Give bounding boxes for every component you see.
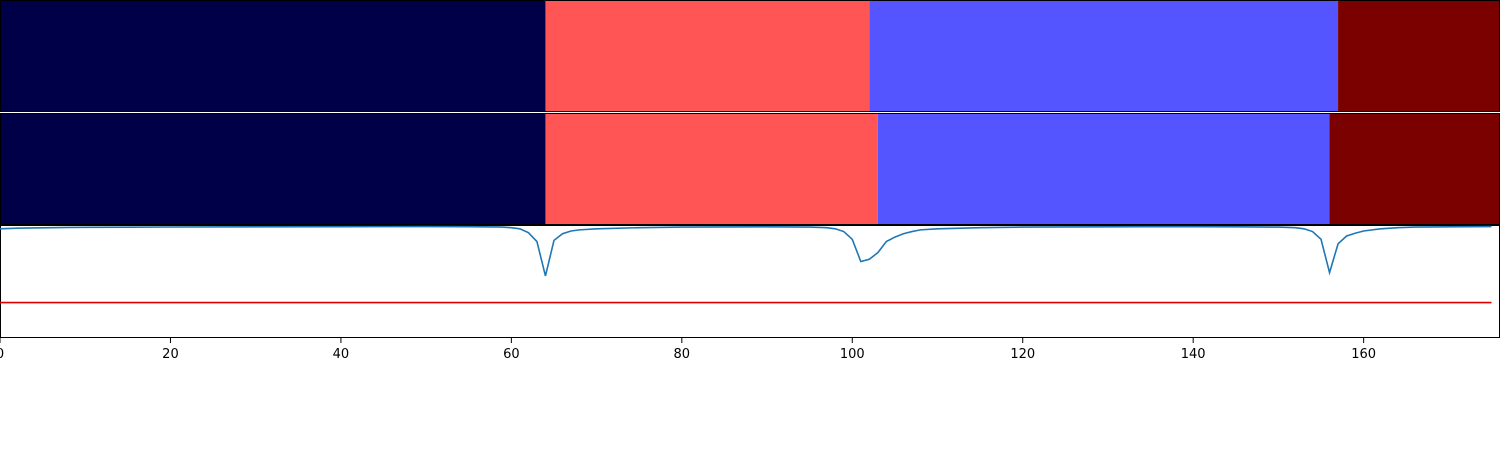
segment-top-3 bbox=[869, 1, 1339, 112]
x-tick-label: 0 bbox=[0, 347, 4, 362]
x-tick-label: 80 bbox=[674, 347, 691, 362]
segment-top-4 bbox=[1338, 1, 1500, 112]
segment-strip-bottom bbox=[0, 114, 1500, 225]
x-tick-label: 160 bbox=[1351, 347, 1376, 362]
segment-bottom-1 bbox=[0, 114, 546, 225]
x-tick-label: 140 bbox=[1181, 347, 1206, 362]
x-axis: 0 20 40 60 80 100 120 140 160 bbox=[0, 338, 1376, 362]
line-panel: 0 20 40 60 80 100 120 140 160 bbox=[0, 225, 1500, 362]
x-tick-label: 120 bbox=[1010, 347, 1035, 362]
segment-strip-top bbox=[0, 1, 1500, 112]
segment-top-2 bbox=[545, 1, 870, 112]
line-panel-frame bbox=[0, 225, 1500, 338]
segment-top-1 bbox=[0, 1, 546, 112]
segment-bottom-3 bbox=[877, 114, 1330, 225]
segment-bottom-4 bbox=[1329, 114, 1500, 225]
x-tick-label: 60 bbox=[503, 347, 520, 362]
line-series-group bbox=[0, 225, 1492, 304]
x-tick-label: 40 bbox=[333, 347, 350, 362]
segment-bottom-2 bbox=[545, 114, 878, 225]
x-tick-label: 100 bbox=[840, 347, 865, 362]
x-tick-label: 20 bbox=[162, 347, 179, 362]
line-series-blue bbox=[0, 225, 1492, 277]
